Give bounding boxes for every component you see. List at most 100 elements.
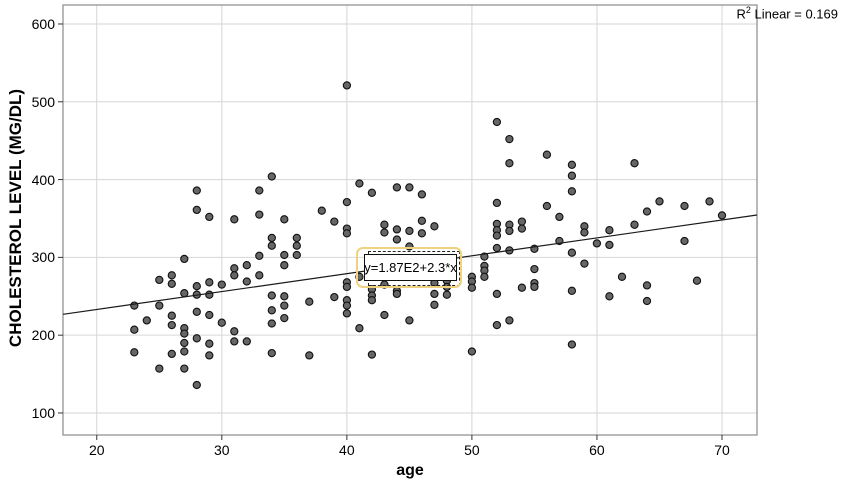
- data-point: [180, 364, 189, 373]
- data-point: [505, 316, 514, 325]
- r2-prefix: R: [736, 6, 746, 22]
- data-point: [267, 348, 276, 358]
- data-point: [367, 188, 377, 197]
- data-point: [167, 320, 176, 330]
- data-point: [255, 251, 264, 260]
- data-point: [492, 117, 502, 127]
- x-tick-label: 20: [88, 442, 105, 458]
- data-point: [130, 301, 139, 310]
- data-point: [267, 172, 276, 181]
- data-point: [642, 207, 652, 216]
- y-tick-label: 400: [31, 171, 55, 188]
- data-point: [330, 217, 339, 226]
- data-point: [180, 347, 189, 356]
- data-point: [280, 215, 289, 224]
- y-tick-label: 600: [31, 15, 55, 32]
- data-point: [567, 171, 577, 180]
- data-point: [192, 307, 201, 316]
- data-point: [505, 226, 514, 236]
- data-point: [367, 296, 377, 305]
- data-point: [155, 364, 164, 373]
- data-point: [167, 349, 176, 359]
- data-point: [205, 351, 214, 360]
- data-point: [367, 350, 377, 359]
- data-point: [205, 339, 214, 348]
- equation-text: y=1.87E2+2.3*x: [364, 260, 457, 275]
- data-point: [267, 306, 276, 315]
- data-point: [380, 310, 389, 320]
- data-point: [205, 212, 214, 222]
- data-point: [130, 348, 139, 357]
- x-tick-label: 50: [464, 442, 480, 458]
- data-point: [417, 190, 427, 199]
- data-point: [242, 337, 251, 346]
- data-point: [405, 226, 414, 236]
- r2-value-text: Linear = 0.169: [750, 6, 839, 22]
- data-point: [167, 311, 176, 320]
- data-point: [605, 240, 614, 250]
- data-point: [542, 150, 552, 159]
- data-point: [230, 215, 239, 224]
- data-point: [580, 228, 589, 237]
- data-point: [567, 248, 577, 257]
- data-point: [267, 233, 276, 243]
- data-point: [567, 286, 577, 295]
- y-tick-label: 200: [31, 327, 55, 344]
- data-point: [192, 334, 201, 343]
- data-point: [405, 183, 414, 192]
- x-tick-label: 30: [214, 442, 230, 458]
- data-point: [267, 241, 276, 250]
- data-point: [392, 235, 402, 244]
- data-point: [567, 187, 577, 196]
- data-point: [192, 380, 201, 390]
- data-point: [392, 225, 402, 234]
- data-point: [605, 226, 614, 235]
- data-point: [705, 197, 714, 206]
- data-point: [192, 186, 201, 195]
- data-point: [417, 229, 427, 238]
- data-point: [430, 222, 439, 231]
- data-point: [267, 291, 276, 300]
- data-point: [517, 283, 527, 292]
- data-point: [555, 212, 564, 222]
- data-point: [255, 271, 264, 280]
- data-point: [130, 325, 139, 334]
- data-point: [530, 264, 539, 274]
- data-point: [467, 283, 477, 292]
- equation-label[interactable]: y=1.87E2+2.3*x: [364, 254, 457, 281]
- plot-frame: [62, 4, 758, 436]
- data-point: [380, 220, 389, 229]
- data-point: [655, 197, 664, 206]
- data-point: [605, 292, 614, 301]
- data-point: [642, 281, 652, 290]
- data-point: [180, 289, 189, 298]
- data-point: [430, 300, 439, 309]
- equation-label-highlight[interactable]: y=1.87E2+2.3*x: [356, 247, 462, 288]
- data-point: [255, 210, 264, 219]
- data-point: [505, 159, 514, 168]
- y-tick-label: 100: [31, 404, 55, 421]
- data-point: [205, 278, 214, 287]
- data-point: [267, 319, 276, 328]
- data-point: [680, 201, 689, 211]
- data-point: [180, 329, 189, 338]
- data-point: [305, 297, 314, 306]
- data-point: [217, 280, 226, 289]
- data-point: [167, 279, 176, 288]
- data-point: [317, 206, 326, 215]
- data-point: [492, 231, 502, 240]
- data-point: [417, 216, 427, 225]
- data-point: [180, 254, 189, 264]
- data-point: [355, 324, 364, 333]
- data-point: [342, 81, 352, 90]
- data-point: [280, 261, 289, 270]
- data-point: [542, 201, 552, 211]
- data-point: [567, 340, 577, 349]
- data-point: [342, 309, 352, 318]
- data-point: [280, 292, 289, 301]
- data-point: [580, 259, 589, 268]
- y-tick-label: 300: [31, 249, 55, 266]
- data-point: [567, 160, 577, 169]
